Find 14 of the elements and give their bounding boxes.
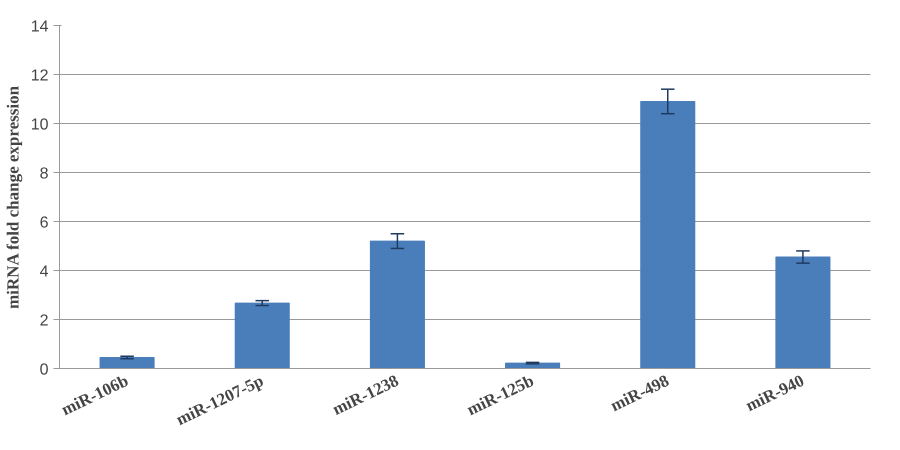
y-tick-label: 12: [30, 68, 49, 84]
y-tick-label: 10: [30, 116, 49, 134]
bar: [234, 302, 290, 368]
y-tick-label: 6: [40, 214, 49, 232]
bar: [100, 356, 155, 368]
y-tick-label: 2: [40, 312, 49, 330]
y-tick-label: 14: [30, 18, 49, 36]
bar: [640, 100, 696, 368]
bar: [775, 256, 830, 368]
y-axis-title: miRNA fold change expression: [4, 85, 23, 309]
bar: [370, 240, 425, 368]
y-tick-label: 4: [40, 264, 49, 280]
y-tick-label: 8: [40, 166, 49, 182]
y-tick-label: 0: [40, 362, 49, 378]
